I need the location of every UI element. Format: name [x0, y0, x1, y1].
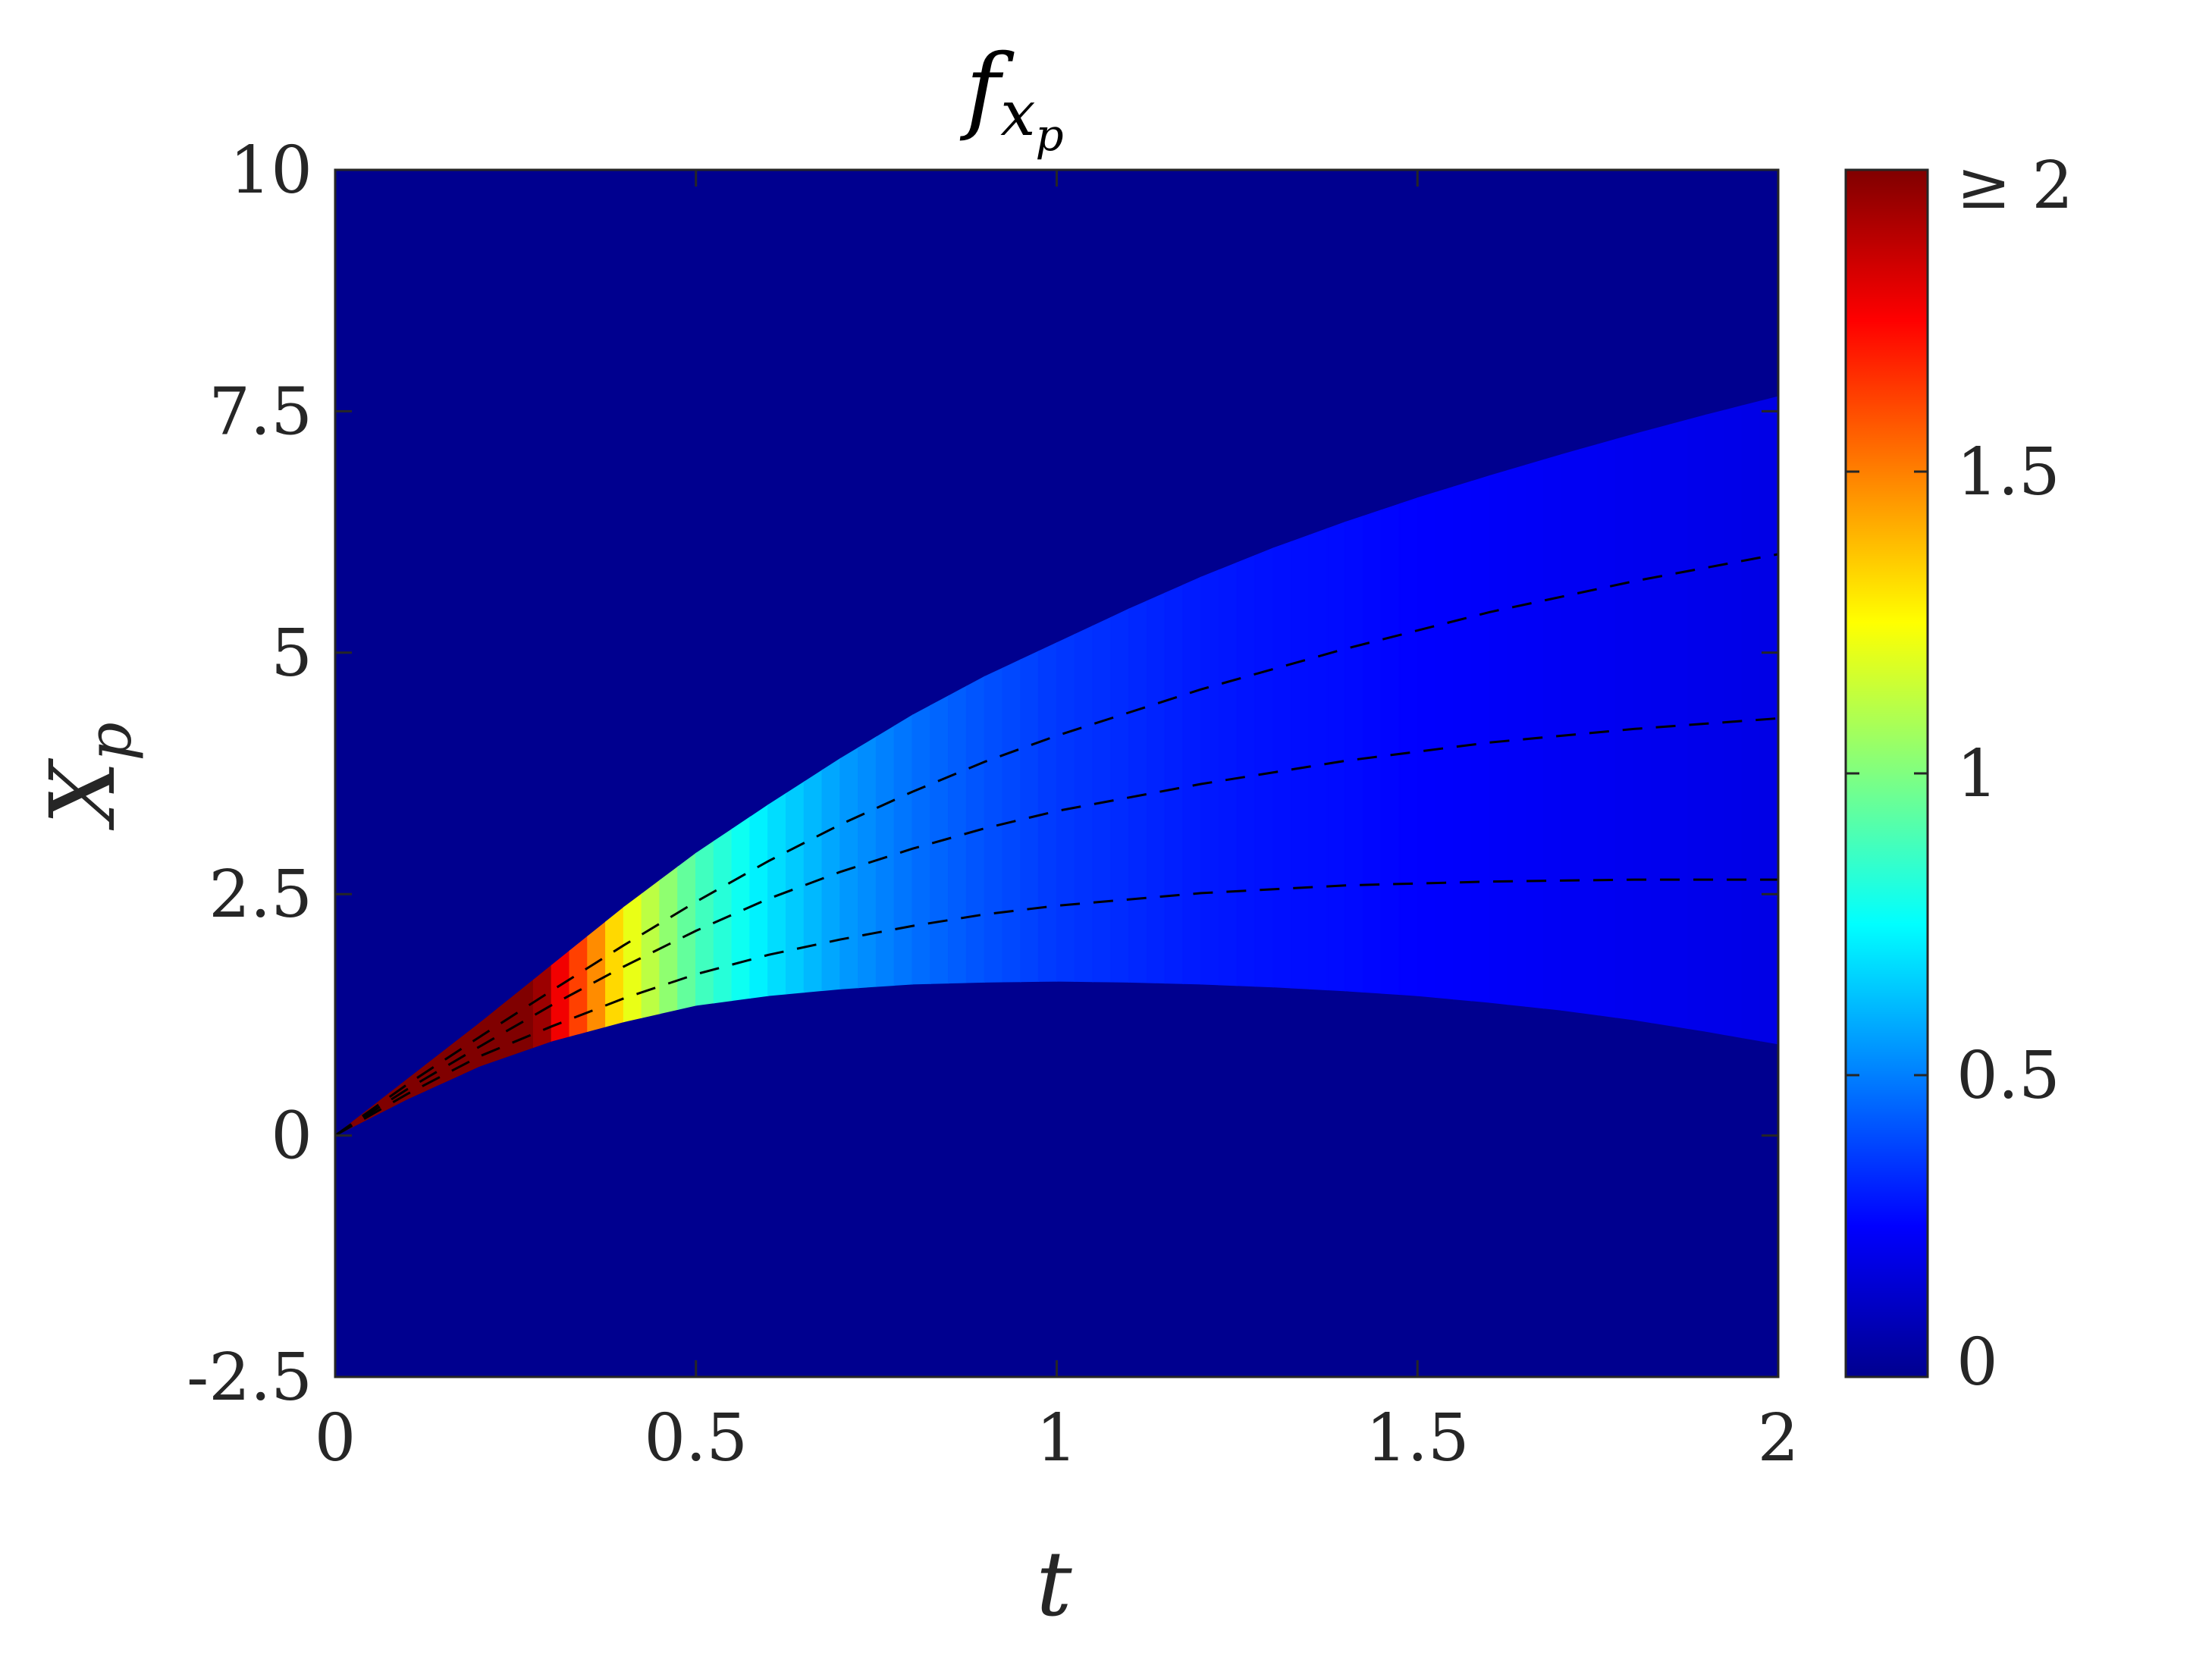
density-slice — [1110, 608, 1130, 983]
x-tick-label: 1 — [1036, 1400, 1078, 1476]
colorbar-tick-label: ≥ 2 — [1956, 148, 2073, 224]
density-slice — [1380, 503, 1401, 996]
density-slice — [1561, 449, 1581, 1014]
y-axis-title: Xp — [30, 722, 145, 830]
density-slice — [1074, 625, 1093, 983]
density-slice — [1759, 396, 1778, 1045]
colorbar-tick-label: 1 — [1956, 736, 1998, 812]
density-slice — [659, 866, 679, 1015]
y-tick-label: 7.5 — [209, 374, 312, 450]
density-slice — [1218, 562, 1238, 986]
density-slice — [1200, 569, 1220, 986]
density-slice — [1417, 491, 1436, 998]
title-sub-subscript: p — [1036, 109, 1064, 161]
density-slice — [1308, 528, 1329, 991]
dashed-curve-3 — [335, 553, 1778, 1137]
colorbar-tick-label: 0 — [1956, 1325, 1998, 1400]
y-axis-title-base: X — [30, 758, 135, 831]
density-slice — [1272, 541, 1292, 989]
colorbar-ticks: 0 0.5 1 1.5 ≥ 2 — [1846, 148, 2073, 1400]
dashed-curve-1 — [335, 878, 1778, 1137]
density-slice — [749, 804, 769, 999]
x-tick-label: 1.5 — [1366, 1400, 1470, 1476]
y-tick-label: -2.5 — [187, 1340, 312, 1416]
density-slice — [1290, 534, 1310, 989]
density-slice — [785, 781, 805, 995]
density-slice — [948, 685, 968, 984]
chart-title: fxp — [959, 35, 1063, 161]
density-slice — [1579, 444, 1599, 1016]
x-tick-label: 0.5 — [644, 1400, 748, 1476]
density-slice — [695, 840, 715, 1006]
x-axis-label: t — [1036, 1532, 1072, 1636]
density-slice — [1164, 584, 1184, 984]
title-base: fxp — [959, 35, 1063, 161]
series-lines — [335, 553, 1778, 1137]
y-tick-label: 10 — [230, 133, 312, 209]
y-tick-label: 0 — [271, 1099, 312, 1174]
density-slice — [1398, 497, 1418, 996]
density-slice — [1182, 576, 1202, 985]
density-slice — [911, 704, 931, 985]
density-slice — [1615, 433, 1635, 1021]
density-slice — [1705, 409, 1725, 1036]
density-slice — [1489, 469, 1508, 1005]
density-slice — [1525, 459, 1545, 1009]
y-tick-label: 5 — [271, 616, 312, 692]
title-subscript: x — [1000, 78, 1035, 150]
density-slice — [569, 935, 588, 1037]
density-slice — [1651, 424, 1671, 1027]
density-slice — [1470, 475, 1491, 1003]
density-slice — [1363, 509, 1382, 994]
axis-ticks: 0 0.5 1 1.5 2-2.502.557.510 — [187, 133, 1799, 1476]
density-slice — [1344, 515, 1364, 993]
x-tick-label: 2 — [1758, 1400, 1799, 1476]
colorbar-tick-label: 1.5 — [1956, 434, 2060, 510]
y-axis-title-subscript: p — [74, 722, 145, 761]
density-slice — [1633, 428, 1653, 1024]
density-slice — [1507, 464, 1526, 1007]
density-slice — [1597, 438, 1617, 1018]
dashed-curve-2 — [335, 717, 1778, 1137]
density-slice — [821, 757, 841, 992]
colorbar-tick-label: 0.5 — [1956, 1038, 2060, 1114]
density-slice — [605, 906, 625, 1027]
density-slice — [1146, 592, 1166, 984]
density-slice — [1236, 554, 1256, 987]
x-tick-label: 0 — [315, 1400, 356, 1476]
density-slice — [1128, 600, 1148, 983]
density-slice — [1326, 521, 1346, 992]
density-slice — [1453, 481, 1473, 1002]
density-slice — [1435, 486, 1454, 1000]
density-slice — [1254, 547, 1274, 988]
y-tick-label: 2.5 — [209, 857, 312, 933]
density-slice — [1543, 453, 1563, 1011]
density-slice — [1669, 419, 1689, 1030]
x-axis-title: t — [1036, 1532, 1072, 1636]
y-axis-label: Xp — [30, 722, 145, 830]
density-slice — [1092, 616, 1112, 983]
